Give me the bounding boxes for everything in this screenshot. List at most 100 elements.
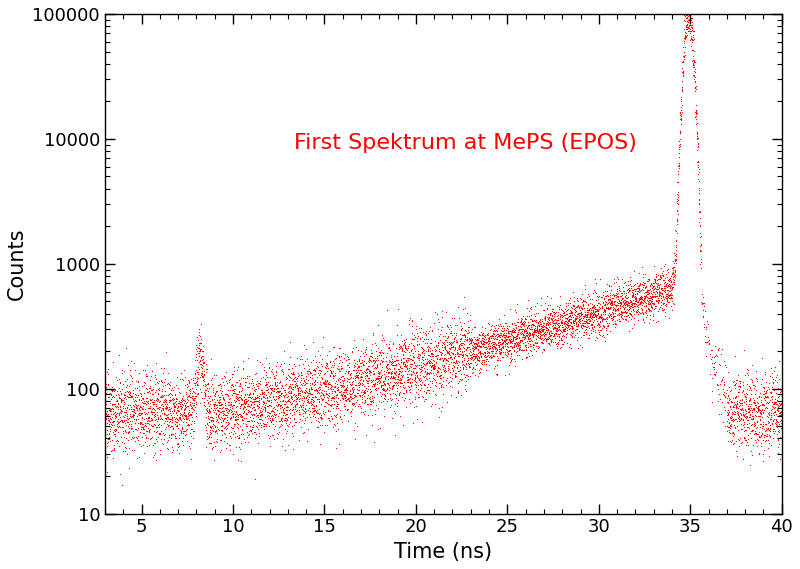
Point	[362, 365, 374, 374]
Point	[516, 319, 529, 328]
Point	[490, 339, 502, 348]
Point	[522, 331, 535, 340]
Point	[728, 423, 741, 432]
Point	[670, 207, 683, 216]
Point	[722, 407, 735, 417]
Point	[112, 391, 125, 400]
Point	[652, 291, 665, 300]
Point	[610, 310, 623, 319]
Point	[189, 369, 202, 378]
Point	[119, 407, 132, 417]
Point	[290, 394, 303, 403]
Point	[342, 367, 354, 376]
Point	[586, 307, 599, 316]
Point	[443, 381, 456, 390]
Point	[471, 348, 484, 357]
Point	[207, 400, 220, 409]
Point	[497, 338, 510, 347]
Point	[656, 285, 669, 294]
Point	[758, 392, 771, 401]
Point	[607, 300, 620, 309]
Point	[444, 351, 457, 360]
Point	[297, 398, 310, 407]
Point	[358, 406, 371, 415]
Point	[538, 331, 550, 340]
Point	[486, 351, 499, 360]
Point	[289, 406, 302, 415]
Point	[598, 306, 611, 315]
Point	[478, 339, 490, 348]
Point	[600, 300, 613, 309]
Point	[736, 424, 749, 434]
Point	[492, 331, 505, 340]
Point	[161, 438, 174, 447]
Point	[201, 379, 214, 388]
Point	[407, 341, 420, 350]
Point	[470, 352, 482, 361]
Point	[248, 387, 261, 396]
Point	[601, 329, 614, 339]
Point	[680, 30, 693, 39]
Point	[278, 393, 290, 402]
Point	[504, 329, 517, 338]
Point	[367, 380, 380, 389]
Point	[162, 391, 174, 400]
Point	[415, 358, 428, 367]
Point	[126, 411, 138, 420]
Point	[417, 358, 430, 368]
Point	[686, 26, 699, 35]
Point	[522, 339, 534, 348]
Point	[616, 311, 629, 320]
Point	[310, 377, 323, 386]
Point	[241, 383, 254, 392]
Point	[274, 419, 287, 428]
Point	[690, 106, 702, 115]
Point	[626, 306, 639, 315]
Point	[418, 394, 431, 403]
Point	[494, 330, 507, 339]
Point	[326, 363, 339, 372]
Point	[765, 392, 778, 401]
Point	[296, 406, 309, 415]
Point	[572, 332, 585, 341]
Point	[685, 17, 698, 26]
Point	[202, 398, 214, 407]
Point	[683, 21, 696, 30]
Point	[139, 371, 152, 380]
Point	[110, 438, 123, 447]
Point	[536, 305, 549, 314]
Point	[400, 386, 413, 395]
Point	[470, 352, 482, 361]
Point	[396, 364, 409, 373]
Point	[510, 323, 522, 332]
Point	[401, 353, 414, 362]
Point	[726, 416, 738, 425]
Point	[474, 337, 487, 347]
Point	[258, 366, 270, 375]
Point	[282, 376, 295, 385]
Point	[682, 15, 694, 24]
Point	[398, 377, 411, 386]
Point	[227, 422, 240, 431]
Point	[356, 398, 369, 407]
Point	[510, 331, 523, 340]
Point	[449, 320, 462, 329]
Point	[494, 345, 506, 354]
Point	[206, 415, 219, 424]
Point	[109, 408, 122, 417]
Point	[163, 430, 176, 439]
Point	[498, 333, 510, 342]
Point	[508, 320, 521, 329]
Point	[622, 304, 635, 314]
Point	[431, 363, 444, 372]
Point	[566, 322, 578, 331]
Point	[608, 300, 621, 310]
Point	[443, 337, 456, 346]
Point	[666, 283, 678, 292]
Point	[154, 397, 166, 406]
Point	[318, 392, 330, 401]
Point	[109, 430, 122, 439]
Point	[417, 346, 430, 355]
Point	[681, 17, 694, 26]
Point	[432, 366, 445, 376]
